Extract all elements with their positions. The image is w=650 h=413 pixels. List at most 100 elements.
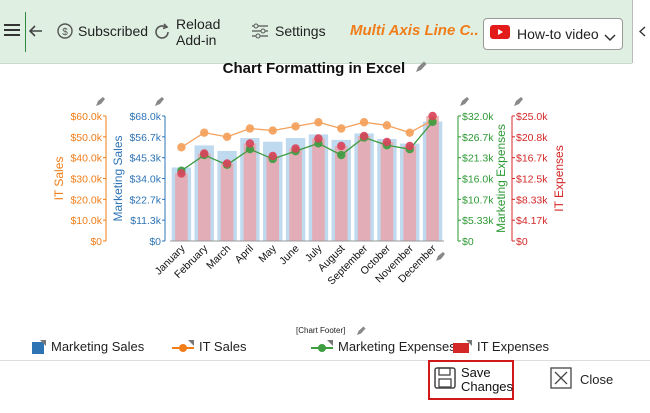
axis-edit-pencil-icon[interactable] (96, 97, 105, 106)
xaxis-edit-pencil-icon[interactable] (436, 252, 445, 261)
chart-title[interactable]: Chart Formatting in Excel (0, 60, 650, 77)
tick-label-it_expenses: $0 (516, 236, 528, 248)
tick-label-marketing_expenses: $5.33k (462, 215, 494, 227)
subscribed-button[interactable]: $ Subscribed (57, 23, 148, 39)
legend-it-sales[interactable]: IT Sales (172, 339, 246, 354)
bar-it_expenses[interactable] (380, 142, 394, 241)
category-label: April (233, 243, 256, 266)
point-it_sales[interactable] (314, 118, 323, 127)
point-it_sales[interactable] (337, 124, 346, 133)
bar-it_expenses[interactable] (175, 173, 188, 242)
point-it_sales[interactable] (291, 122, 300, 131)
tick-label-it_sales: $10.0k (70, 215, 102, 227)
tick-label-marketing_expenses: $26.7k (462, 132, 494, 144)
hamburger-menu-icon[interactable] (4, 23, 20, 37)
tick-label-marketing_expenses: $32.0k (462, 111, 494, 123)
save-changes-button[interactable]: Save Changes (428, 360, 514, 400)
bar-it_expenses[interactable] (197, 153, 211, 242)
point-it_sales[interactable] (245, 124, 255, 133)
axis-title-label-marketing_expenses: Marketing Expenses (494, 124, 508, 233)
tick-label-marketing_sales: $22.7k (129, 194, 161, 206)
tick-label-it_expenses: $8.33k (516, 194, 548, 206)
tick-label-it_sales: $30.0k (70, 174, 102, 186)
legend-it-expenses[interactable]: IT Expenses (452, 339, 549, 354)
tick-label-it_expenses: $16.7k (516, 153, 548, 165)
point-it_expenses[interactable] (268, 151, 277, 161)
tick-label-marketing_sales: $11.3k (130, 215, 161, 227)
bar-it_expenses[interactable] (357, 136, 371, 241)
edit-pencil-icon[interactable] (415, 60, 427, 77)
point-it_expenses[interactable] (405, 141, 414, 151)
close-button[interactable]: Close (550, 367, 613, 392)
toolbar-divider (25, 12, 26, 52)
bar-it_expenses[interactable] (266, 156, 280, 241)
point-it_expenses[interactable] (314, 134, 323, 143)
save-label: Save (461, 365, 491, 380)
point-it_sales[interactable] (222, 132, 232, 142)
line-swatch-icon (311, 339, 333, 352)
bar-swatch-icon (32, 339, 46, 354)
point-it_expenses[interactable] (337, 141, 346, 151)
point-it_sales[interactable] (200, 128, 209, 137)
point-it_expenses[interactable] (200, 149, 209, 158)
category-label: May (256, 242, 279, 265)
ribbon-toolbar: $ Subscribed Reload Add-in Settings Mult… (0, 0, 632, 64)
tick-label-it_expenses: $20.8k (516, 132, 548, 144)
point-it_sales[interactable] (382, 121, 392, 130)
tick-label-marketing_expenses: $21.3k (462, 153, 494, 165)
point-it_sales[interactable] (177, 143, 186, 152)
chart-footer[interactable]: [Chart Footer] (296, 326, 346, 335)
point-it_sales[interactable] (405, 128, 414, 137)
point-it_expenses[interactable] (359, 131, 369, 141)
point-it_expenses[interactable] (245, 139, 255, 148)
tick-label-it_expenses: $12.5k (516, 174, 548, 186)
bar-it_expenses[interactable] (220, 163, 234, 242)
multi-axis-chart[interactable]: $0 $10.0k $20.0k $30.0k $40.0k $50.0k $60.0k IT… (0, 95, 650, 345)
bar-it_expenses[interactable] (403, 146, 417, 241)
howto-video-dropdown[interactable]: How-to video (483, 18, 623, 50)
tick-label-marketing_sales: $34.0k (129, 174, 161, 186)
tick-label-marketing_sales: $68.0k (129, 111, 161, 123)
axis-title-label-it_sales: IT Sales (52, 157, 66, 201)
tick-label-it_sales: $20.0k (70, 194, 102, 206)
howto-label: How-to video (517, 26, 599, 42)
tick-label-marketing_sales: $45.3k (129, 153, 161, 165)
settings-label: Settings (275, 23, 326, 39)
tick-label-it_sales: $50.0k (70, 132, 102, 144)
bar-it_expenses[interactable] (289, 148, 302, 242)
point-it_expenses[interactable] (428, 111, 437, 121)
subscribed-label: Subscribed (78, 23, 149, 39)
point-it_sales[interactable] (268, 126, 277, 135)
axis-edit-pencil-icon[interactable] (514, 97, 523, 106)
point-it_expenses[interactable] (291, 144, 300, 153)
tick-label-it_expenses: $25.0k (516, 111, 548, 123)
side-panel-toggle[interactable] (632, 0, 650, 63)
bar-it_expenses[interactable] (243, 143, 257, 242)
point-it_sales[interactable] (359, 118, 369, 127)
tick-label-marketing_sales: $56.7k (129, 132, 161, 144)
tick-label-marketing_expenses: $0 (462, 236, 474, 248)
point-it_expenses[interactable] (222, 159, 232, 168)
reload-addin-button[interactable]: Reload Add-in (152, 16, 220, 48)
point-marketing_expenses[interactable] (428, 117, 437, 127)
axis-edit-pencil-icon[interactable] (460, 97, 469, 106)
close-label: Close (580, 372, 614, 387)
bar-it_expenses[interactable] (312, 138, 325, 242)
axis-edit-pencil-icon[interactable] (155, 97, 164, 106)
footer-edit-pencil-icon[interactable] (356, 323, 366, 341)
footer-divider (0, 360, 650, 361)
legend-marketing-expenses[interactable]: Marketing Expenses (311, 339, 456, 354)
close-box-icon (550, 367, 572, 392)
settings-button[interactable]: Settings (251, 23, 326, 39)
bar-it_expenses[interactable] (426, 116, 439, 241)
point-it_expenses[interactable] (382, 137, 392, 147)
back-arrow-icon[interactable] (29, 24, 43, 38)
tick-label-it_sales: $40.0k (70, 153, 102, 165)
category-label: March (204, 243, 233, 272)
point-marketing_expenses[interactable] (337, 150, 346, 160)
bar-it_expenses[interactable] (334, 146, 348, 241)
legend-marketing-sales[interactable]: Marketing Sales (30, 339, 144, 354)
youtube-icon (490, 24, 510, 44)
point-it_expenses[interactable] (177, 169, 186, 178)
tick-label-marketing_expenses: $10.7k (462, 194, 494, 206)
